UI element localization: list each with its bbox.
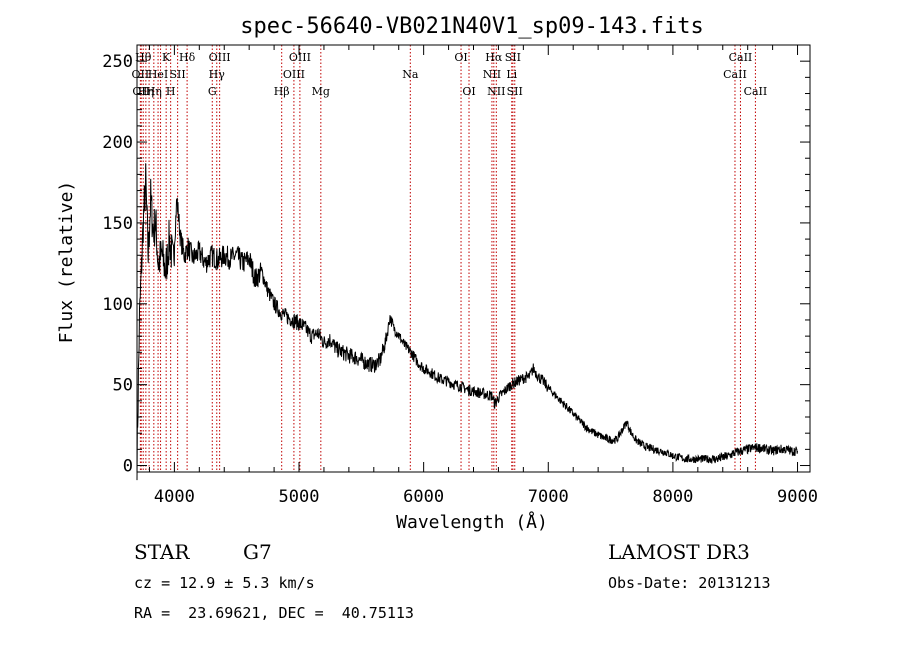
line-label-25-0: Li — [506, 68, 517, 81]
x-axis: 4000 5000 6000 7000 8000 9000 — [148, 45, 818, 507]
line-label-28-0: CaII — [723, 68, 747, 81]
y-tick-label-3: 150 — [102, 214, 133, 234]
x-axis-label: Wavelength (Å) — [396, 511, 548, 533]
line-label-15-0: Hβ — [274, 85, 290, 98]
x-tick-label-3: 7000 — [528, 487, 569, 507]
line-label-19-0: Na — [402, 68, 419, 81]
x-tick-label-2: 6000 — [403, 487, 444, 507]
y-tick-label-4: 200 — [102, 133, 133, 153]
y-axis: 0 50 100 150 200 250 — [102, 52, 810, 477]
line-label-2-0: Hθ — [135, 51, 152, 64]
line-label-13-0: Hγ — [209, 68, 226, 81]
line-label-22-0: NII — [483, 68, 501, 81]
line-label-10-0: SII — [170, 68, 186, 81]
coordinates: RA = 23.69621, DEC = 40.75113 — [134, 604, 414, 622]
line-label-6-0: HeI — [148, 68, 168, 81]
line-label-14-0: OIII — [209, 51, 231, 64]
subclass-label: G7 — [243, 540, 272, 564]
line-label-17-0: OIII — [289, 51, 311, 64]
plot-frame — [136, 44, 811, 473]
y-tick-label-1: 50 — [113, 376, 133, 396]
line-label-24-0: NII — [487, 85, 505, 98]
line-label-27-0: SII — [507, 85, 523, 98]
line-label-16-0: OIII — [283, 68, 305, 81]
line-label-5-0: Hη — [146, 85, 162, 98]
line-label-0-0: OII — [132, 68, 150, 81]
spectral-lines — [139, 45, 756, 472]
spectral-line-labels: OIIOIIHθHηHηHeIKHSIIHδGHγOIIIHβOIIIOIIIM… — [132, 51, 768, 98]
y-axis-label: Flux (relative) — [56, 181, 77, 344]
line-label-21-0: OI — [462, 85, 475, 98]
line-label-23-0: Hα — [485, 51, 503, 64]
line-label-11-0: Hδ — [179, 51, 196, 64]
y-tick-label-5: 250 — [102, 52, 133, 72]
line-label-9-0: H — [166, 85, 176, 98]
chart-title: spec-56640-VB021N40V1_sp09-143.fits — [240, 14, 704, 39]
class-label: STAR — [134, 540, 190, 564]
spectrum-chart: spec-56640-VB021N40V1_sp09-143.fits OII O… — [56, 14, 818, 533]
redshift-readout: cz = 12.9 ± 5.3 km/s — [134, 574, 315, 592]
x-tick-label-4: 8000 — [652, 487, 693, 507]
line-label-30-0: CaII — [744, 85, 768, 98]
y-tick-label-0: 0 — [123, 457, 133, 477]
line-label-8-0: K — [162, 51, 171, 64]
x-tick-label-1: 5000 — [279, 487, 320, 507]
flux-series-line — [136, 163, 798, 481]
line-label-18-0: Mg — [312, 85, 330, 98]
x-tick-label-5: 9000 — [777, 487, 818, 507]
line-label-29-0: CaII — [729, 51, 753, 64]
line-label-12-0: G — [208, 85, 217, 98]
obs-date: Obs-Date: 20131213 — [608, 574, 771, 592]
line-label-3-0: Hη — [138, 85, 154, 98]
y-tick-label-2: 100 — [102, 295, 133, 315]
survey-label: LAMOST DR3 — [608, 540, 750, 564]
x-tick-label-0: 4000 — [154, 487, 195, 507]
line-label-20-0: OI — [454, 51, 467, 64]
line-label-26-0: SII — [505, 51, 521, 64]
